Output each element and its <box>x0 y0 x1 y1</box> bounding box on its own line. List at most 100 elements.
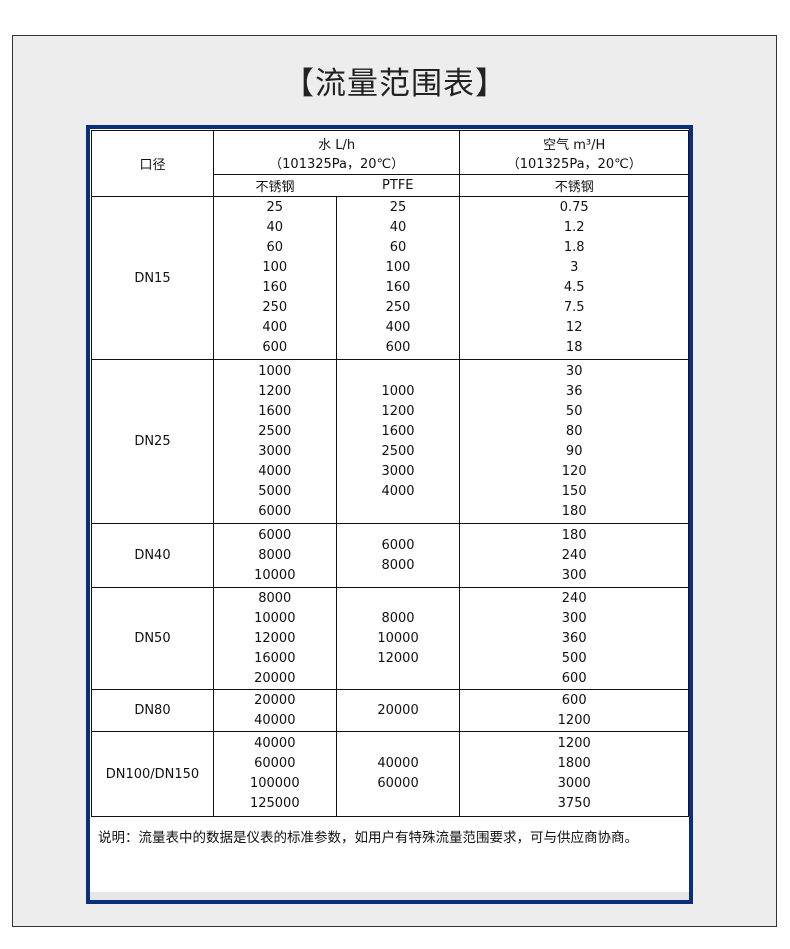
cell-value: 250 <box>262 300 288 315</box>
caliber-cell: DN80 <box>91 689 214 732</box>
cell-value: 30 <box>565 363 583 379</box>
cell-value: 8000 <box>258 547 292 563</box>
water-ss-cell: 20000 40000 <box>212 689 337 732</box>
cell-value: 1200 <box>258 383 292 399</box>
cell-value: 36 <box>565 383 583 399</box>
cell-value: 40 <box>266 220 284 235</box>
cell-value: 100 <box>262 260 288 275</box>
cell-value: 8000 <box>381 557 415 573</box>
cell-value: 1600 <box>381 423 415 439</box>
cell-value: 300 <box>561 567 587 583</box>
cell-value: 10000 <box>254 610 296 626</box>
cell-value: 160 <box>385 280 411 295</box>
table-row: DN100/DN150 40000 60000 100000 125000 40000 60… <box>91 731 689 817</box>
table-row: DN80 20000 40000 20000 600 1200 <box>91 689 689 732</box>
cell-value: 25 <box>389 200 407 215</box>
air-ss-cell: 30 36 50 80 90 120 150 180 <box>459 359 689 524</box>
cell-value: 360 <box>561 630 587 646</box>
header-caliber: 口径 <box>91 130 214 197</box>
cell-value: 180 <box>561 503 587 519</box>
header-air: 空气 m³/H （101325Pa，20℃） <box>459 130 689 175</box>
cell-value: 1000 <box>258 363 292 379</box>
cell-value: 40000 <box>254 736 296 751</box>
cell-value: 500 <box>561 650 587 666</box>
page-title: 【流量范围表】 <box>283 66 507 102</box>
cell-value: 4000 <box>258 463 292 479</box>
caliber-cell: DN50 <box>91 587 214 690</box>
header-water-ss: 不锈钢 <box>212 174 337 197</box>
cell-value: 12000 <box>377 650 419 666</box>
note-text: 说明：流量表中的数据是仪表的标准参数，如用户有特殊流量范围要求，可与供应商协商。 <box>98 830 638 846</box>
cell-value: 7.5 <box>563 300 585 315</box>
water-ss-cell: 8000 10000 12000 16000 20000 <box>212 587 337 690</box>
cell-value: 60 <box>389 240 407 255</box>
cell-value: 3000 <box>258 443 292 459</box>
cell-value: 10000 <box>377 630 419 646</box>
water-ss-cell: 40000 60000 100000 125000 <box>212 731 337 817</box>
cell-value: 40 <box>389 220 407 235</box>
cell-value: 6000 <box>258 503 292 519</box>
cell-value: 50 <box>565 403 583 419</box>
cell-value: 1.2 <box>563 220 585 235</box>
cell-value: 25 <box>266 200 284 215</box>
caliber-cell: DN100/DN150 <box>91 731 214 817</box>
cell-value: 40000 <box>254 712 296 728</box>
air-ss-cell: 240 300 360 500 600 <box>459 587 689 690</box>
cell-value: 180 <box>561 527 587 543</box>
water-ss-cell: 1000 1200 1600 2500 3000 4000 5000 6000 <box>212 359 337 524</box>
cell-value: 1800 <box>557 756 591 771</box>
cell-value: 400 <box>262 320 288 335</box>
cell-value: 240 <box>561 547 587 563</box>
cell-value: 100000 <box>249 776 300 791</box>
cell-value: 8000 <box>258 590 292 606</box>
cell-value: 600 <box>561 670 587 686</box>
air-ss-cell: 600 1200 <box>459 689 689 732</box>
caliber-cell: DN25 <box>91 359 214 524</box>
cell-value: 250 <box>385 300 411 315</box>
water-ptfe-cell: 1000 1200 1600 2500 3000 4000 <box>335 359 461 524</box>
header-water-unit: 水 L/h <box>318 137 356 153</box>
cell-value: 10000 <box>254 567 296 583</box>
cell-value: 4000 <box>381 483 415 499</box>
cell-value: 3750 <box>557 796 591 811</box>
header-water: 水 L/h （101325Pa，20℃） <box>212 130 461 175</box>
cell-value: 5000 <box>258 483 292 499</box>
cell-value: 18 <box>565 340 583 355</box>
cell-value: 40000 <box>377 756 419 771</box>
bottom-strip <box>90 892 689 900</box>
cell-value: 2500 <box>381 443 415 459</box>
water-ptfe-cell: 40000 60000 <box>335 731 461 817</box>
cell-value: 600 <box>561 692 587 708</box>
cell-value: 60000 <box>377 776 419 791</box>
table-row: DN25 1000 1200 1600 2500 3000 4000 5000 6000 1000… <box>91 359 689 524</box>
cell-value: 6000 <box>381 537 415 553</box>
air-ss-cell: 1200 1800 3000 3750 <box>459 731 689 817</box>
cell-value: 150 <box>561 483 587 499</box>
header-water-ptfe: PTFE <box>336 174 461 197</box>
cell-value: 3 <box>570 260 579 275</box>
caliber-cell: DN40 <box>91 523 214 588</box>
water-ss-cell: 6000 8000 10000 <box>212 523 337 588</box>
cell-value: 100 <box>385 260 411 275</box>
water-ptfe-cell: 8000 10000 12000 <box>335 587 461 690</box>
cell-value: 20000 <box>377 702 419 718</box>
cell-value: 1000 <box>381 383 415 399</box>
cell-value: 90 <box>565 443 583 459</box>
cell-value: 16000 <box>254 650 296 666</box>
cell-value: 160 <box>262 280 288 295</box>
cell-value: 120 <box>561 463 587 479</box>
cell-value: 3000 <box>557 776 591 791</box>
table-row: DN50 8000 10000 12000 16000 20000 8000 10000 120… <box>91 587 689 690</box>
cell-value: 12 <box>565 320 583 335</box>
cell-value: 60 <box>266 240 284 255</box>
header-air-condition: （101325Pa，20℃） <box>506 156 642 172</box>
cell-value: 1600 <box>258 403 292 419</box>
cell-value: 60000 <box>254 756 296 771</box>
water-ss-cell: 25 40 60 100 160 250 400 600 <box>212 196 337 360</box>
cell-value: 600 <box>385 340 411 355</box>
header-water-condition: （101325Pa，20℃） <box>269 156 405 172</box>
air-ss-cell: 180 240 300 <box>459 523 689 588</box>
cell-value: 600 <box>262 340 288 355</box>
cell-value: 3000 <box>381 463 415 479</box>
cell-value: 240 <box>561 590 587 606</box>
